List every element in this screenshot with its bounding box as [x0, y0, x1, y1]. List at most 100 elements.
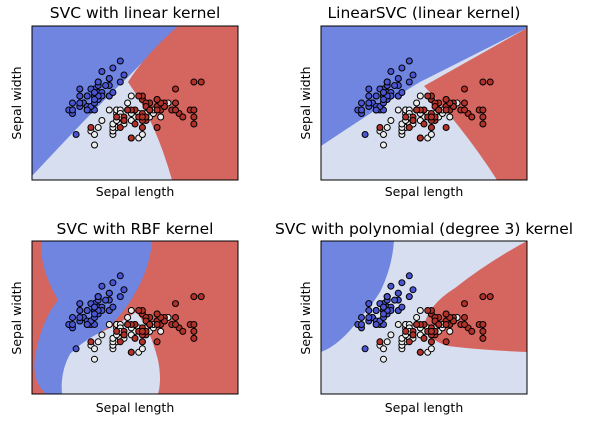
- data-point-versicolor: [157, 327, 165, 335]
- data-point-setosa: [94, 78, 102, 86]
- data-point-versicolor: [394, 321, 402, 328]
- data-point-virginica: [486, 78, 494, 86]
- data-point-setosa: [109, 89, 117, 96]
- data-point-setosa: [394, 289, 402, 297]
- data-point-setosa: [83, 106, 91, 114]
- data-point-setosa: [409, 71, 417, 79]
- data-point-virginica: [116, 338, 124, 346]
- data-point-versicolor: [91, 131, 98, 138]
- data-point-setosa: [383, 78, 391, 86]
- y-axis-label: Sepal width: [9, 66, 24, 139]
- data-point-versicolor: [380, 355, 387, 363]
- data-point-virginica: [442, 321, 450, 328]
- data-point-setosa: [372, 92, 380, 100]
- data-point-setosa: [383, 293, 391, 301]
- data-point-versicolor: [427, 345, 435, 353]
- data-point-virginica: [461, 106, 468, 114]
- data-point-setosa: [394, 75, 402, 82]
- data-point-versicolor: [94, 124, 102, 131]
- data-point-setosa: [398, 279, 406, 287]
- data-point-virginica: [146, 321, 154, 328]
- data-point-versicolor: [380, 345, 387, 353]
- data-point-setosa: [91, 303, 98, 311]
- data-point-virginica: [135, 307, 143, 314]
- data-point-setosa: [76, 314, 84, 321]
- data-point-virginica: [405, 338, 413, 346]
- data-point-virginica: [179, 327, 187, 335]
- data-point-setosa: [102, 296, 110, 304]
- data-point-setosa: [120, 71, 128, 79]
- data-point-setosa: [91, 89, 98, 96]
- data-point-setosa: [358, 99, 365, 107]
- data-point-virginica: [190, 321, 198, 328]
- data-point-virginica: [172, 321, 179, 328]
- x-axis-label: Sepal length: [96, 400, 175, 415]
- data-point-versicolor: [127, 92, 135, 100]
- data-point-virginica: [424, 92, 432, 100]
- data-point-virginica: [172, 106, 179, 114]
- data-point-setosa: [94, 293, 102, 301]
- data-point-virginica: [138, 338, 146, 346]
- data-point-virginica: [427, 338, 435, 346]
- data-point-setosa: [380, 96, 387, 103]
- data-point-virginica: [479, 293, 487, 301]
- scatter-points: [354, 272, 494, 363]
- x-axis-label: Sepal length: [385, 400, 464, 415]
- data-point-virginica: [442, 124, 450, 131]
- data-point-setosa: [365, 99, 373, 107]
- subplot-svc-linear: SVC with linear kernel Sepal length Sepa…: [9, 4, 239, 199]
- data-point-setosa: [361, 345, 369, 353]
- data-point-virginica: [172, 300, 179, 308]
- panel-title: SVC with linear kernel: [50, 4, 221, 22]
- data-point-setosa: [372, 321, 380, 328]
- data-point-virginica: [420, 120, 428, 128]
- data-point-setosa: [76, 300, 84, 308]
- data-point-virginica: [420, 334, 428, 342]
- data-point-virginica: [131, 334, 139, 342]
- decision-regions: [32, 241, 238, 394]
- data-point-setosa: [102, 82, 110, 89]
- data-point-virginica: [153, 338, 161, 346]
- data-point-virginica: [416, 348, 424, 356]
- data-point-setosa: [116, 78, 124, 86]
- data-point-virginica: [146, 106, 154, 114]
- data-point-versicolor: [157, 113, 165, 121]
- data-point-virginica: [116, 124, 124, 131]
- data-point-virginica: [409, 331, 417, 339]
- data-point-setosa: [365, 92, 373, 100]
- data-point-setosa: [365, 300, 373, 308]
- data-point-virginica: [461, 314, 468, 321]
- decision-regions: [321, 241, 527, 394]
- data-point-setosa: [380, 303, 387, 311]
- data-point-setosa: [116, 57, 124, 65]
- data-point-virginica: [190, 327, 198, 335]
- scatter-points: [65, 272, 205, 363]
- data-point-setosa: [409, 286, 417, 294]
- data-point-setosa: [98, 68, 106, 75]
- data-point-setosa: [398, 64, 406, 72]
- data-point-virginica: [113, 113, 121, 121]
- data-point-virginica: [479, 120, 487, 128]
- data-point-setosa: [120, 286, 128, 294]
- data-point-setosa: [91, 310, 98, 318]
- data-point-virginica: [190, 113, 198, 121]
- data-point-virginica: [127, 134, 135, 142]
- data-point-virginica: [479, 106, 487, 114]
- data-point-virginica: [172, 314, 179, 321]
- data-point-virginica: [124, 106, 132, 114]
- data-point-versicolor: [387, 117, 395, 124]
- data-point-virginica: [197, 78, 205, 86]
- data-point-versicolor: [98, 331, 106, 339]
- data-point-virginica: [153, 310, 161, 318]
- data-point-virginica: [427, 327, 435, 335]
- axes-frame: [31, 240, 239, 395]
- axes-frame: [320, 25, 528, 181]
- data-point-setosa: [116, 293, 124, 301]
- data-point-virginica: [127, 348, 135, 356]
- data-point-versicolor: [98, 117, 106, 124]
- data-point-virginica: [402, 327, 410, 335]
- data-point-virginica: [172, 99, 179, 107]
- data-point-virginica: [479, 113, 487, 121]
- data-point-setosa: [116, 272, 124, 280]
